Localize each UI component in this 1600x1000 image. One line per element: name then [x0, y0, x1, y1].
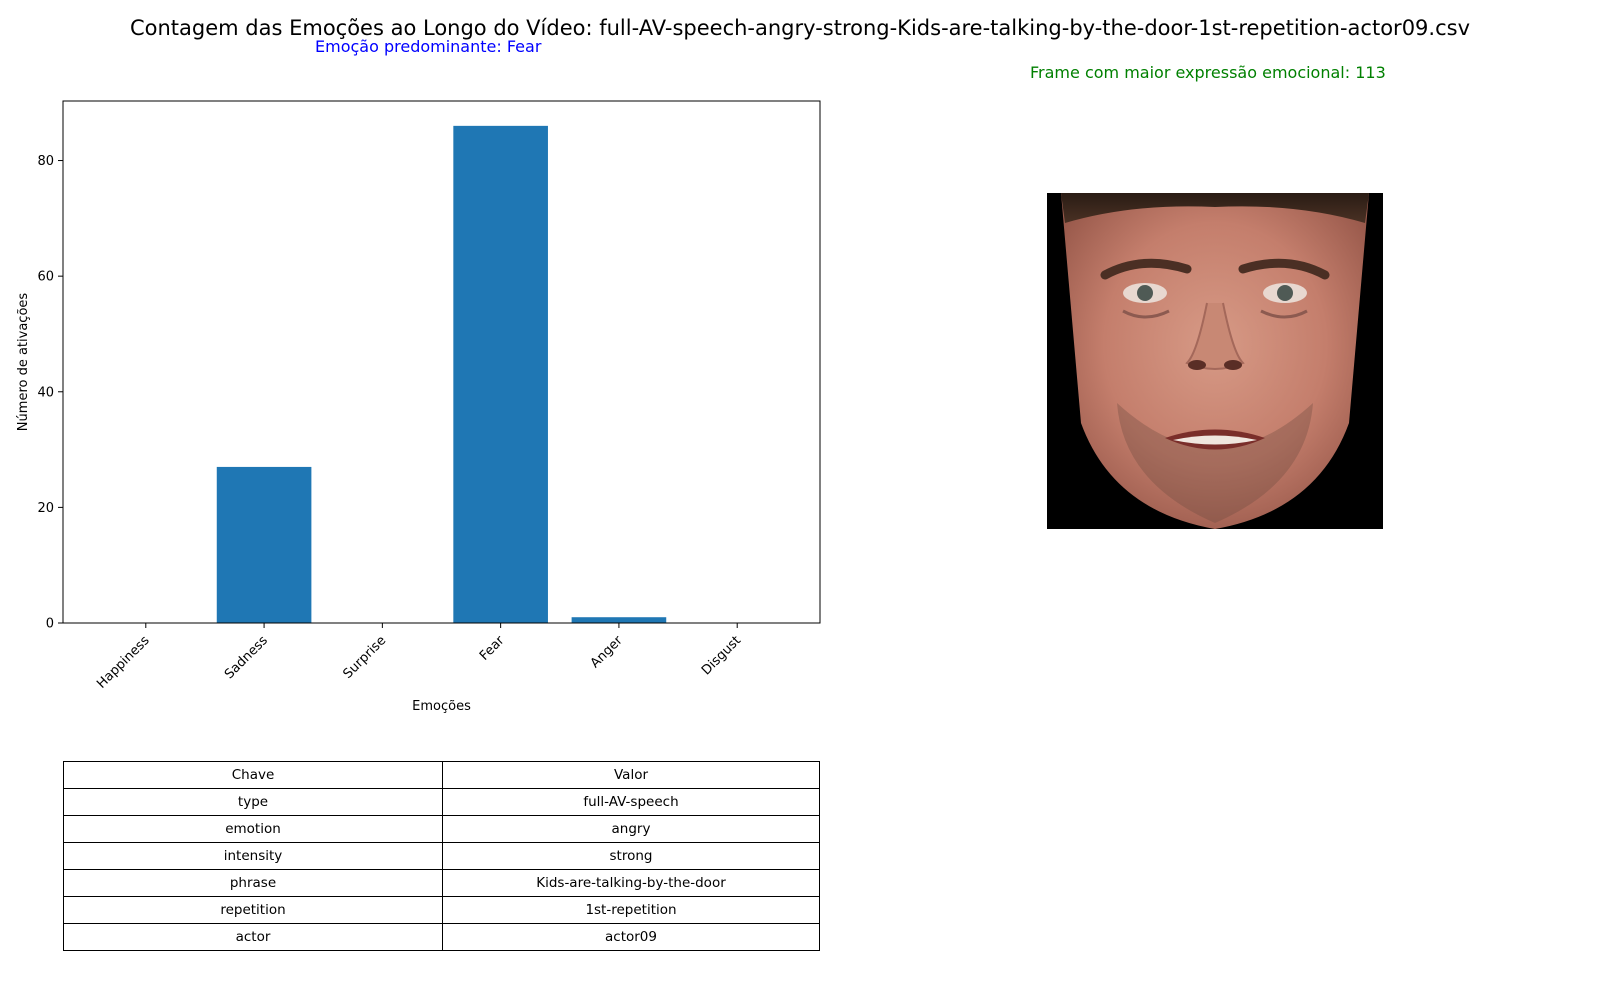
table-key-cell: repetition [63, 896, 443, 924]
bar-fear [453, 125, 548, 623]
x-axis-label: Emoções [412, 699, 471, 714]
table-key-cell: actor [63, 923, 443, 951]
table-row: repetition 1st-repetition [63, 896, 820, 924]
table-row: intensity strong [63, 842, 820, 870]
y-tick-label: 0 [46, 617, 54, 632]
predominant-emotion-label: Emoção predominante: Fear [315, 37, 542, 56]
table-value-cell: Kids-are-talking-by-the-door [442, 869, 820, 897]
x-tick-label-happiness: Happiness [94, 633, 153, 692]
table-row: actor actor09 [63, 923, 820, 951]
table-key-cell: phrase [63, 869, 443, 897]
face-photo-icon [1047, 193, 1383, 529]
table-row: emotion angry [63, 815, 820, 843]
y-tick-label: 80 [37, 154, 54, 169]
table-header-row: Chave Valor [63, 761, 820, 789]
table-value-cell: strong [442, 842, 820, 870]
emotion-bar-chart: 0 20 40 60 80 Happiness Sadness Surprise Fear An… [16, 100, 821, 714]
metadata-table: Chave Valor type full-AV-speech emotion angry… [63, 761, 820, 951]
plot-frame [62, 100, 821, 624]
max-frame-label: Frame com maior expressão emocional: 113 [1030, 63, 1386, 82]
x-tick-label-disgust: Disgust [699, 633, 744, 678]
page-title: Contagem das Emoções ao Longo do Vídeo: … [129, 16, 1471, 40]
y-tick-label: 60 [37, 270, 54, 285]
x-tick-label-fear: Fear [477, 633, 508, 664]
table-value-cell: angry [442, 815, 820, 843]
y-axis-label: Número de ativações [16, 293, 31, 432]
table-row: type full-AV-speech [63, 788, 820, 816]
table-key-cell: emotion [63, 815, 443, 843]
x-tick-label-surprise: Surprise [341, 633, 390, 682]
x-tick-label-anger: Anger [588, 633, 626, 671]
y-tick-label: 40 [37, 385, 54, 400]
x-tick-label-sadness: Sadness [222, 633, 271, 682]
bar-anger [571, 617, 667, 623]
table-value-cell: full-AV-speech [442, 788, 820, 816]
table-value-cell: actor09 [442, 923, 820, 951]
bar-sadness [216, 466, 312, 623]
table-value-cell: Valor [442, 761, 820, 789]
table-row: phrase Kids-are-talking-by-the-door [63, 869, 820, 897]
table-key-cell: intensity [63, 842, 443, 870]
table-key-cell: type [63, 788, 443, 816]
table-value-cell: 1st-repetition [442, 896, 820, 924]
y-tick-label: 20 [37, 501, 54, 516]
table-key-cell: Chave [63, 761, 443, 789]
